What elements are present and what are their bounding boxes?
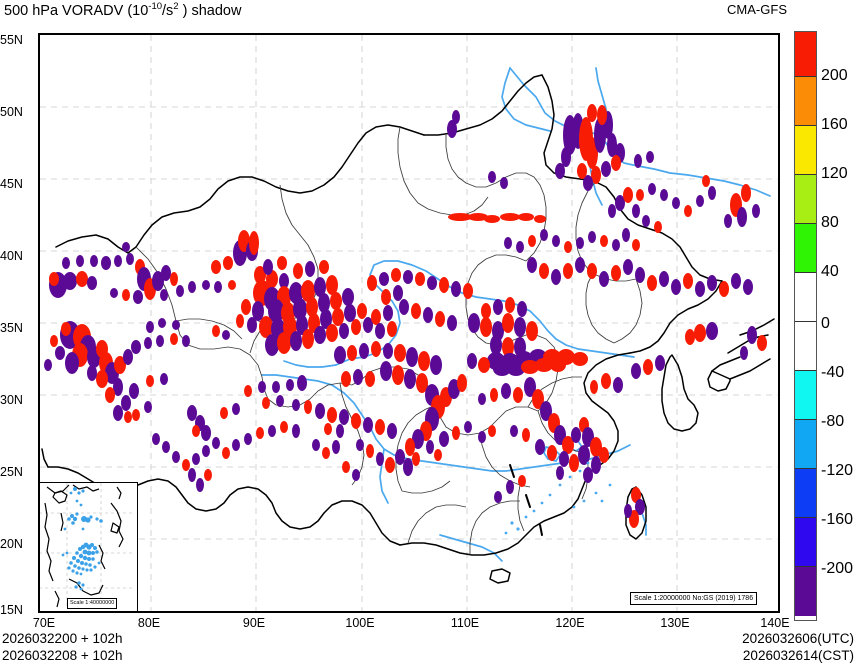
colorbar-tick-neg160: -160 xyxy=(821,511,854,528)
colorbar-tick-neg80: -80 xyxy=(821,413,845,430)
colorbar-band-80-120 xyxy=(795,174,816,223)
lon-label-130e: 130E xyxy=(660,616,690,630)
colorbar-tick-80: 80 xyxy=(821,214,839,231)
colorbar-tick-neg40: -40 xyxy=(821,364,845,381)
lat-label-35n: 35N xyxy=(0,321,23,335)
lon-label-90e: 90E xyxy=(242,616,266,630)
shade-cluster-central-south xyxy=(220,341,467,456)
inset-map-south-china-sea[interactable]: Scale 1:40000000 xyxy=(40,482,138,611)
title-tail: ) shadow xyxy=(178,2,242,19)
lon-label-140e: 140E xyxy=(760,616,790,630)
colorbar-band-neg120-neg80 xyxy=(795,419,816,468)
colorbar-tick-0: 0 xyxy=(821,315,830,332)
lon-label-70e: 70E xyxy=(32,616,56,630)
colorbar-band-0-40 xyxy=(795,272,816,321)
shade-cluster-east-yangtze xyxy=(467,297,609,483)
colorbar-tick-120: 120 xyxy=(821,165,848,182)
lat-label-50n: 50N xyxy=(0,105,23,119)
lon-label-110e: 110E xyxy=(450,616,480,630)
shade-cluster-southwest xyxy=(132,401,496,492)
colorbar-band-40-80 xyxy=(795,223,816,272)
colorbar-tick-neg200: -200 xyxy=(821,560,854,577)
inset-scale-bar: Scale 1:40000000 xyxy=(67,598,118,609)
colorbar-band-neg200-neg160 xyxy=(795,517,816,566)
footer-init-time-cst: 2026032208 + 102h xyxy=(2,648,123,663)
footer-valid-time-cst: 2026032614(CST) xyxy=(742,648,854,663)
lat-label-25n: 25N xyxy=(0,465,23,479)
map-scale-bar: Scale 1:20000000 No:GS (2019) 1786 xyxy=(630,592,758,605)
province-borders-layer xyxy=(135,126,643,555)
lon-label-100e: 100E xyxy=(345,616,375,630)
sea-points-layer xyxy=(504,461,612,535)
lat-label-40n: 40N xyxy=(0,249,23,263)
colorbar-tick-neg120: -120 xyxy=(821,462,854,479)
page-title: 500 hPa VORADV (10-10/s2 ) shadow xyxy=(4,1,241,19)
footer-valid-time-utc: 2026032606(UTC) xyxy=(742,631,854,646)
map-panel[interactable]: Scale 1:20000000 No:GS (2019) 1786 xyxy=(38,33,780,613)
shade-cluster-coastal-east xyxy=(494,184,767,528)
colorbar-band-neg80-neg40 xyxy=(795,370,816,419)
vorticity-shading-layer xyxy=(44,104,767,528)
title-exponent: -10 xyxy=(148,1,163,12)
lat-label-20n: 20N xyxy=(0,537,23,551)
colorbar-band-neg240-neg200 xyxy=(795,566,816,616)
colorbar-band-neg160-neg120 xyxy=(795,468,816,517)
colorbar-tick-40: 40 xyxy=(821,263,839,280)
inset-coastlines xyxy=(44,484,124,608)
title-prefix: 500 hPa VORADV (10 xyxy=(4,2,149,19)
inset-data-points xyxy=(61,487,103,591)
shade-cluster-northwest-central xyxy=(211,230,473,356)
lon-label-120e: 120E xyxy=(555,616,585,630)
lat-label-30n: 30N xyxy=(0,393,23,407)
inset-map-canvas xyxy=(40,483,135,609)
shade-cluster-xinjiang xyxy=(44,242,236,441)
footer-init-time-utc: 2026032200 + 102h xyxy=(2,631,123,646)
model-tag: CMA-GFS xyxy=(727,2,787,17)
colorbar-band-200-240 xyxy=(795,32,816,76)
lat-label-45n: 45N xyxy=(0,177,23,191)
title-exponent-2: 2 xyxy=(173,1,179,12)
lon-label-80e: 80E xyxy=(137,616,161,630)
map-canvas xyxy=(40,35,778,611)
title-suffix: /s xyxy=(162,2,174,19)
shade-cluster-northeast xyxy=(447,104,716,253)
lat-label-15n: 15N xyxy=(0,603,23,617)
colorbar-band-neg40-0 xyxy=(795,321,816,370)
colorbar-band-120-160 xyxy=(795,125,816,174)
colorbar-tick-160: 160 xyxy=(821,116,848,133)
colorbar-band-160-200 xyxy=(795,76,816,125)
colorbar-tick-200: 200 xyxy=(821,67,848,84)
lat-label-55n: 55N xyxy=(0,33,23,47)
colorbar[interactable] xyxy=(794,31,817,621)
